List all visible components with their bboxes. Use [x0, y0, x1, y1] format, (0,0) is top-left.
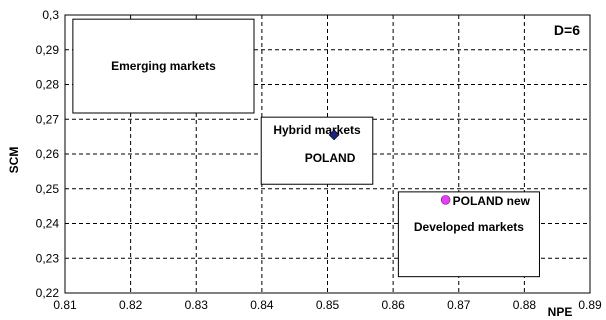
- plot-area-frame: [64, 14, 591, 294]
- point-marker-poland: [328, 129, 340, 141]
- x-tick-label: 0.81: [53, 298, 77, 312]
- x-tick-label: 0.86: [381, 298, 405, 312]
- y-tick-label: 0,29: [36, 43, 60, 57]
- y-tick-label: 0,28: [36, 78, 60, 92]
- x-tick-label: 0.83: [185, 298, 209, 312]
- corner-label: D=6: [554, 22, 580, 38]
- y-tick-label: 0,25: [36, 182, 60, 196]
- y-tick-label: 0,22: [36, 286, 60, 300]
- x-tick-label: 0.82: [119, 298, 143, 312]
- market-regions: Emerging markets Hybrid markets Developed …: [72, 18, 540, 278]
- y-tick-label: 0,24: [36, 217, 60, 231]
- point-marker-poland-new: [440, 195, 451, 205]
- y-axis-title: SCM: [7, 147, 21, 174]
- region-label: Developed markets: [414, 220, 524, 234]
- region-box: [397, 191, 540, 278]
- point-label: POLAND: [305, 151, 356, 165]
- y-tick-label: 0,26: [36, 147, 60, 161]
- region-label: Hybrid markets: [273, 123, 361, 137]
- y-tick-label: 0,23: [36, 251, 60, 265]
- region-box: [260, 116, 374, 185]
- x-axis-title: NPE: [548, 305, 573, 319]
- region-box: [72, 18, 255, 114]
- x-tick-label: 0.85: [316, 298, 340, 312]
- x-tick-label: 0.84: [250, 298, 274, 312]
- data-points: POLAND POLAND new: [305, 129, 531, 208]
- x-tick-label: 0.87: [447, 298, 471, 312]
- region-label: Emerging markets: [111, 59, 216, 73]
- y-tick-label: 0,3: [42, 8, 59, 22]
- x-tick-label: 0.89: [578, 298, 602, 312]
- y-tick-label: 0,27: [36, 112, 60, 126]
- point-label: POLAND new: [453, 194, 531, 208]
- x-tick-label: 0.88: [513, 298, 537, 312]
- tick-labels: 0.81 0.82 0.83 0.84 0.85 0.86 0.87 0.88 0.89 0,22…: [36, 8, 602, 312]
